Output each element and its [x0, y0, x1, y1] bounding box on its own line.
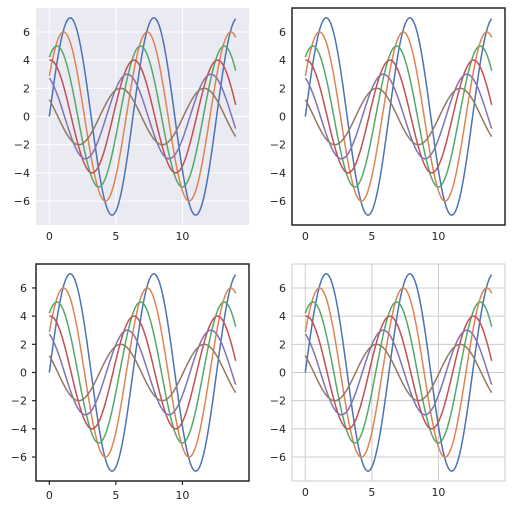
series-line-6: [304, 87, 493, 146]
series-line-1: [48, 17, 237, 216]
series-line-4: [305, 315, 493, 430]
series-line-1: [48, 273, 237, 472]
x-tick-label: 10: [431, 486, 445, 499]
subplot-3: 0 5 10 −6 −4 −2 0 2 4 6: [11, 263, 250, 502]
y-tick-label: −4: [270, 423, 286, 436]
subplot-4: 0 5 10 −6 −4 −2 0 2 4 6: [270, 263, 506, 499]
y-tick-label: −2: [270, 395, 286, 408]
y-tick-label: −4: [14, 167, 30, 180]
series-line-2: [48, 287, 237, 458]
series-line-6: [48, 87, 237, 146]
subplot-2: 0 5 10 −6 −4 −2 0 2 4 6: [270, 7, 506, 243]
series-line-5: [304, 329, 493, 416]
series-line-3: [48, 45, 237, 188]
series-line-5: [48, 73, 237, 160]
x-tick-label: 5: [368, 486, 375, 499]
y-tick-label: 0: [279, 111, 286, 124]
series-line-1: [304, 273, 493, 472]
y-tick-label: −6: [270, 195, 286, 208]
axes-frame: [291, 263, 506, 482]
y-tick-label: 4: [20, 310, 27, 323]
y-tick-label: 6: [279, 282, 286, 295]
series-line-4: [49, 315, 237, 430]
series-group: [48, 273, 237, 472]
y-tick-label: 2: [20, 338, 27, 351]
y-tick-label: 4: [279, 54, 286, 67]
series-line-5: [304, 73, 493, 160]
series-line-3: [48, 301, 237, 444]
series-line-4: [305, 59, 493, 174]
y-tick-label: −6: [14, 195, 30, 208]
y-tick-label: −4: [11, 423, 27, 436]
series-line-6: [304, 343, 493, 402]
y-tick-label: −2: [11, 395, 27, 408]
y-tick-label: 0: [279, 367, 286, 380]
x-tick-label: 0: [46, 230, 53, 243]
y-tick-label: 2: [23, 82, 30, 95]
y-tick-label: 0: [20, 367, 27, 380]
series-line-2: [48, 31, 237, 202]
x-tick-label: 5: [112, 230, 119, 243]
x-tick-label: 10: [175, 489, 189, 502]
y-tick-label: −2: [270, 139, 286, 152]
x-tick-label: 10: [175, 230, 189, 243]
series-group: [304, 273, 493, 472]
y-tick-label: −4: [270, 167, 286, 180]
y-tick-label: 4: [23, 54, 30, 67]
y-tick-label: 0: [23, 111, 30, 124]
series-line-3: [304, 301, 493, 444]
y-tick-label: 6: [279, 26, 286, 39]
y-tick-label: 2: [279, 82, 286, 95]
y-tick-label: −6: [11, 451, 27, 464]
subplot-1: 0 5 10 −6 −4 −2 0 2 4 6: [14, 8, 249, 243]
x-tick-label: 5: [112, 489, 119, 502]
y-tick-label: 2: [279, 338, 286, 351]
series-line-2: [304, 31, 493, 202]
series-group: [48, 17, 237, 216]
series-line-4: [49, 59, 237, 174]
x-tick-label: 0: [46, 489, 53, 502]
x-tick-label: 10: [431, 230, 445, 243]
x-tick-label: 0: [302, 486, 309, 499]
axes-frame: [291, 7, 506, 226]
x-tick-label: 5: [368, 230, 375, 243]
y-tick-label: −6: [270, 451, 286, 464]
y-tick-label: 4: [279, 310, 286, 323]
y-tick-label: 6: [23, 26, 30, 39]
series-line-5: [48, 329, 237, 416]
x-tick-label: 0: [302, 230, 309, 243]
series-group: [304, 17, 493, 216]
series-line-1: [304, 17, 493, 216]
series-line-6: [48, 343, 237, 402]
y-tick-label: 6: [20, 282, 27, 295]
y-tick-label: −2: [14, 139, 30, 152]
series-line-2: [304, 287, 493, 458]
series-line-3: [304, 45, 493, 188]
